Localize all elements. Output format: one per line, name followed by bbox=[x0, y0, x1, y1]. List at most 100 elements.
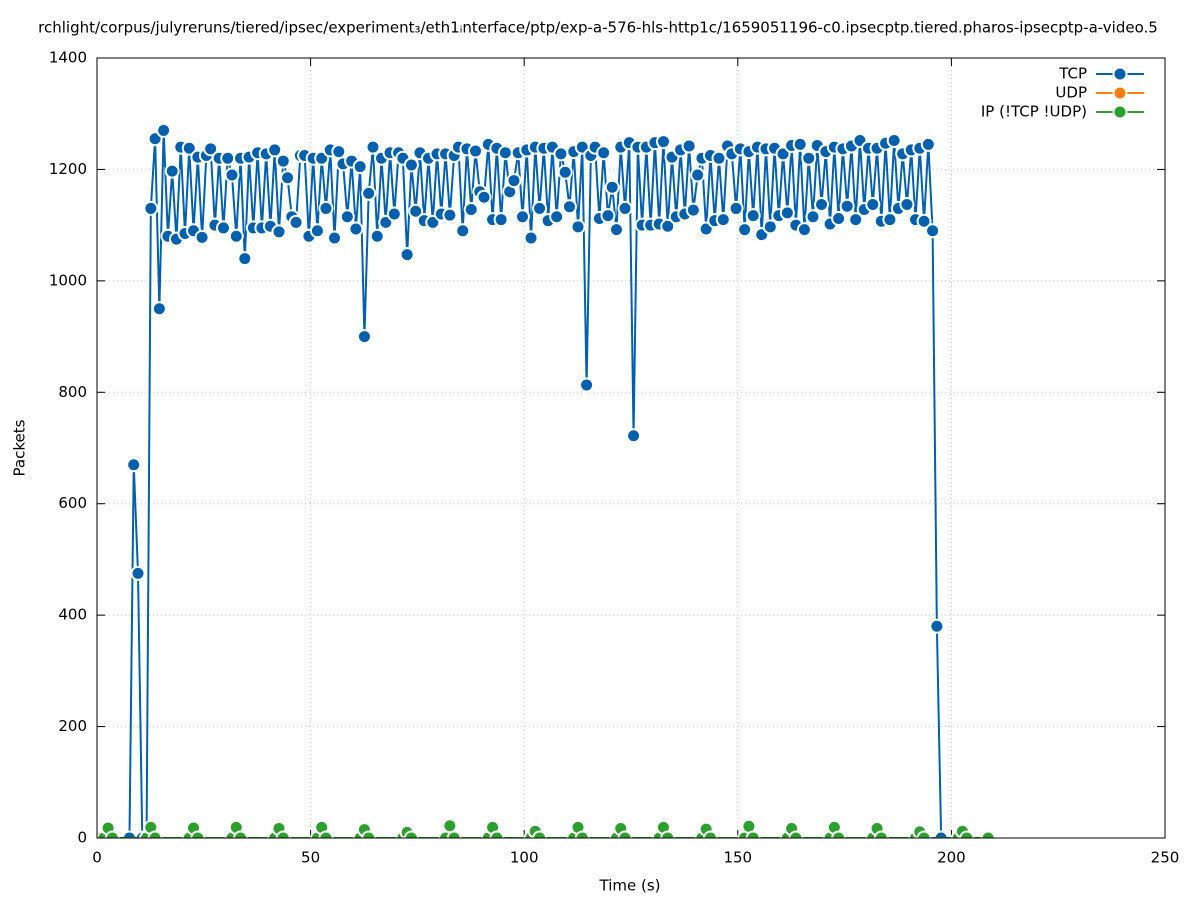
y-tick-label: 1400 bbox=[49, 49, 87, 67]
data-point bbox=[467, 143, 483, 159]
data-point bbox=[557, 164, 573, 180]
data-point bbox=[916, 830, 932, 838]
data-point bbox=[309, 223, 325, 239]
data-point bbox=[929, 618, 945, 634]
y-tick-label: 600 bbox=[58, 494, 87, 512]
data-point bbox=[476, 189, 492, 205]
data-point bbox=[147, 830, 163, 838]
data-point bbox=[356, 329, 372, 345]
data-point bbox=[980, 830, 996, 838]
data-point bbox=[275, 830, 291, 838]
x-tick-label: 50 bbox=[301, 849, 320, 867]
data-point bbox=[463, 202, 479, 218]
data-point bbox=[617, 830, 633, 838]
data-point bbox=[549, 209, 565, 225]
x-tick-label: 100 bbox=[510, 849, 539, 867]
data-point bbox=[553, 146, 569, 162]
data-point bbox=[190, 830, 206, 838]
y-tick-label: 800 bbox=[58, 383, 87, 401]
data-point bbox=[728, 200, 744, 216]
data-point bbox=[331, 144, 347, 160]
data-point bbox=[579, 377, 595, 393]
data-point bbox=[685, 202, 701, 218]
data-point bbox=[959, 830, 975, 838]
data-point bbox=[361, 185, 377, 201]
data-point bbox=[237, 251, 253, 267]
data-point bbox=[702, 830, 718, 838]
data-point bbox=[933, 830, 949, 838]
data-point bbox=[886, 132, 902, 148]
legend-marker bbox=[1112, 104, 1128, 120]
data-point bbox=[506, 173, 522, 189]
data-point bbox=[745, 830, 761, 838]
data-point bbox=[920, 136, 936, 152]
legend-label: UDP bbox=[1055, 84, 1087, 102]
chart-title: rchlight/corpus/julyreruns/tiered/ipsec/… bbox=[38, 19, 1158, 37]
data-point bbox=[882, 212, 898, 228]
data-point bbox=[164, 163, 180, 179]
data-point bbox=[532, 830, 548, 838]
data-point bbox=[399, 247, 415, 263]
data-point bbox=[523, 230, 539, 246]
data-point bbox=[681, 138, 697, 154]
data-point bbox=[899, 197, 915, 213]
y-tick-label: 1200 bbox=[49, 160, 87, 178]
y-tick-label: 0 bbox=[77, 829, 87, 847]
data-point bbox=[280, 170, 296, 186]
data-point bbox=[608, 222, 624, 238]
data-point bbox=[660, 218, 676, 234]
data-point bbox=[600, 208, 616, 224]
data-point bbox=[224, 167, 240, 183]
data-point bbox=[361, 830, 377, 838]
legend-label: TCP bbox=[1058, 65, 1087, 83]
data-point bbox=[352, 159, 368, 175]
data-point bbox=[228, 228, 244, 244]
data-point bbox=[104, 830, 120, 838]
data-point bbox=[403, 157, 419, 173]
data-point bbox=[151, 301, 167, 317]
x-tick-label: 200 bbox=[937, 849, 966, 867]
data-point bbox=[220, 150, 236, 166]
data-point bbox=[126, 457, 142, 473]
data-point bbox=[514, 209, 530, 225]
data-point bbox=[446, 830, 462, 838]
data-point bbox=[497, 145, 513, 161]
data-point bbox=[561, 199, 577, 215]
data-point bbox=[805, 209, 821, 225]
data-point bbox=[715, 212, 731, 228]
data-point bbox=[267, 142, 283, 158]
data-point bbox=[318, 200, 334, 216]
x-tick-label: 0 bbox=[92, 849, 102, 867]
data-point bbox=[181, 140, 197, 156]
data-point bbox=[318, 830, 334, 838]
data-point bbox=[831, 830, 847, 838]
data-point bbox=[848, 212, 864, 228]
data-point bbox=[711, 150, 727, 166]
data-point bbox=[442, 818, 458, 834]
data-point bbox=[801, 150, 817, 166]
y-tick-label: 1000 bbox=[49, 271, 87, 289]
legend-marker bbox=[1112, 85, 1128, 101]
series bbox=[121, 122, 949, 838]
data-point bbox=[737, 222, 753, 238]
x-axis-label: Time (s) bbox=[599, 877, 661, 895]
y-tick-label: 200 bbox=[58, 717, 87, 735]
data-point bbox=[156, 122, 172, 138]
x-tick-label: 250 bbox=[1151, 849, 1180, 867]
data-point bbox=[455, 223, 471, 239]
data-point bbox=[215, 220, 231, 236]
data-point bbox=[408, 203, 424, 219]
y-axis-label: Packets bbox=[11, 419, 29, 476]
data-point bbox=[865, 197, 881, 213]
data-point bbox=[814, 197, 830, 213]
legend-marker bbox=[1112, 66, 1128, 82]
data-point bbox=[831, 210, 847, 226]
data-point bbox=[796, 222, 812, 238]
x-tick-label: 150 bbox=[723, 849, 752, 867]
legend-label: IP (!TCP !UDP) bbox=[981, 103, 1087, 121]
data-point bbox=[365, 139, 381, 155]
data-point bbox=[570, 219, 586, 235]
data-point bbox=[233, 830, 249, 838]
data-point bbox=[617, 200, 633, 216]
